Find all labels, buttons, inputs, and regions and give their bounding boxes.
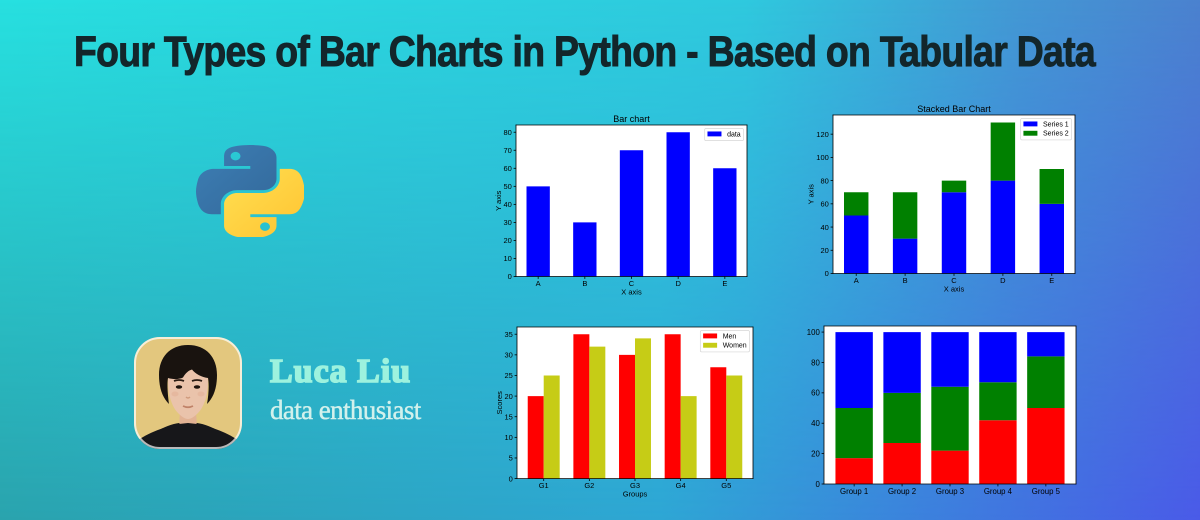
svg-text:Stacked Bar Chart: Stacked Bar Chart [917, 104, 991, 114]
svg-text:D: D [1000, 276, 1006, 285]
svg-text:30: 30 [503, 218, 511, 227]
svg-text:60: 60 [503, 164, 511, 173]
svg-text:Women: Women [723, 343, 747, 350]
svg-text:X axis: X axis [944, 285, 965, 294]
svg-text:D: D [675, 279, 681, 288]
svg-text:G2: G2 [584, 481, 594, 490]
svg-text:G3: G3 [630, 481, 640, 490]
svg-text:10: 10 [503, 254, 511, 263]
svg-text:40: 40 [811, 419, 820, 428]
svg-text:80: 80 [503, 128, 511, 137]
svg-text:60: 60 [820, 200, 828, 209]
svg-text:B: B [903, 276, 908, 285]
svg-text:100: 100 [816, 153, 829, 162]
svg-text:50: 50 [503, 182, 511, 191]
svg-text:120: 120 [816, 130, 829, 139]
svg-text:Group 2: Group 2 [888, 487, 916, 496]
svg-text:Scores: Scores [495, 391, 504, 415]
svg-text:Series 1: Series 1 [1043, 121, 1069, 128]
svg-text:35: 35 [504, 330, 512, 339]
svg-text:25: 25 [504, 371, 512, 380]
svg-text:80: 80 [820, 176, 828, 185]
svg-text:Group 1: Group 1 [840, 487, 868, 496]
svg-text:0: 0 [815, 480, 820, 489]
svg-text:20: 20 [811, 449, 820, 458]
svg-text:G4: G4 [676, 481, 686, 490]
svg-text:E: E [722, 279, 727, 288]
svg-text:Group 3: Group 3 [936, 487, 964, 496]
svg-text:A: A [536, 279, 541, 288]
svg-text:80: 80 [811, 358, 820, 367]
svg-text:100: 100 [807, 328, 821, 337]
svg-text:Series 2: Series 2 [1043, 131, 1069, 138]
svg-text:Men: Men [723, 333, 737, 340]
svg-text:Group 5: Group 5 [1032, 487, 1061, 496]
svg-text:0: 0 [508, 272, 512, 281]
svg-text:20: 20 [503, 236, 511, 245]
svg-text:Y axis: Y axis [494, 190, 503, 211]
svg-text:E: E [1049, 276, 1054, 285]
svg-text:70: 70 [503, 146, 511, 155]
svg-text:0: 0 [825, 269, 829, 278]
svg-text:C: C [629, 279, 635, 288]
svg-text:X axis: X axis [621, 288, 642, 297]
svg-text:60: 60 [811, 389, 820, 398]
svg-text:0: 0 [509, 474, 513, 483]
svg-text:10: 10 [504, 433, 512, 442]
svg-text:Group 4: Group 4 [984, 487, 1013, 496]
svg-text:B: B [582, 279, 587, 288]
svg-text:5: 5 [509, 454, 513, 463]
svg-text:Groups: Groups [623, 490, 648, 499]
svg-text:A: A [854, 276, 859, 285]
svg-text:data: data [727, 131, 741, 138]
svg-text:Bar chart: Bar chart [613, 114, 650, 124]
svg-text:G1: G1 [539, 481, 549, 490]
svg-text:20: 20 [820, 246, 828, 255]
svg-text:G5: G5 [721, 481, 731, 490]
svg-text:30: 30 [504, 351, 512, 360]
svg-text:40: 40 [503, 200, 511, 209]
svg-text:20: 20 [504, 392, 512, 401]
svg-text:40: 40 [820, 223, 828, 232]
svg-text:C: C [951, 276, 957, 285]
svg-text:Y axis: Y axis [807, 184, 816, 205]
svg-text:15: 15 [504, 412, 512, 421]
